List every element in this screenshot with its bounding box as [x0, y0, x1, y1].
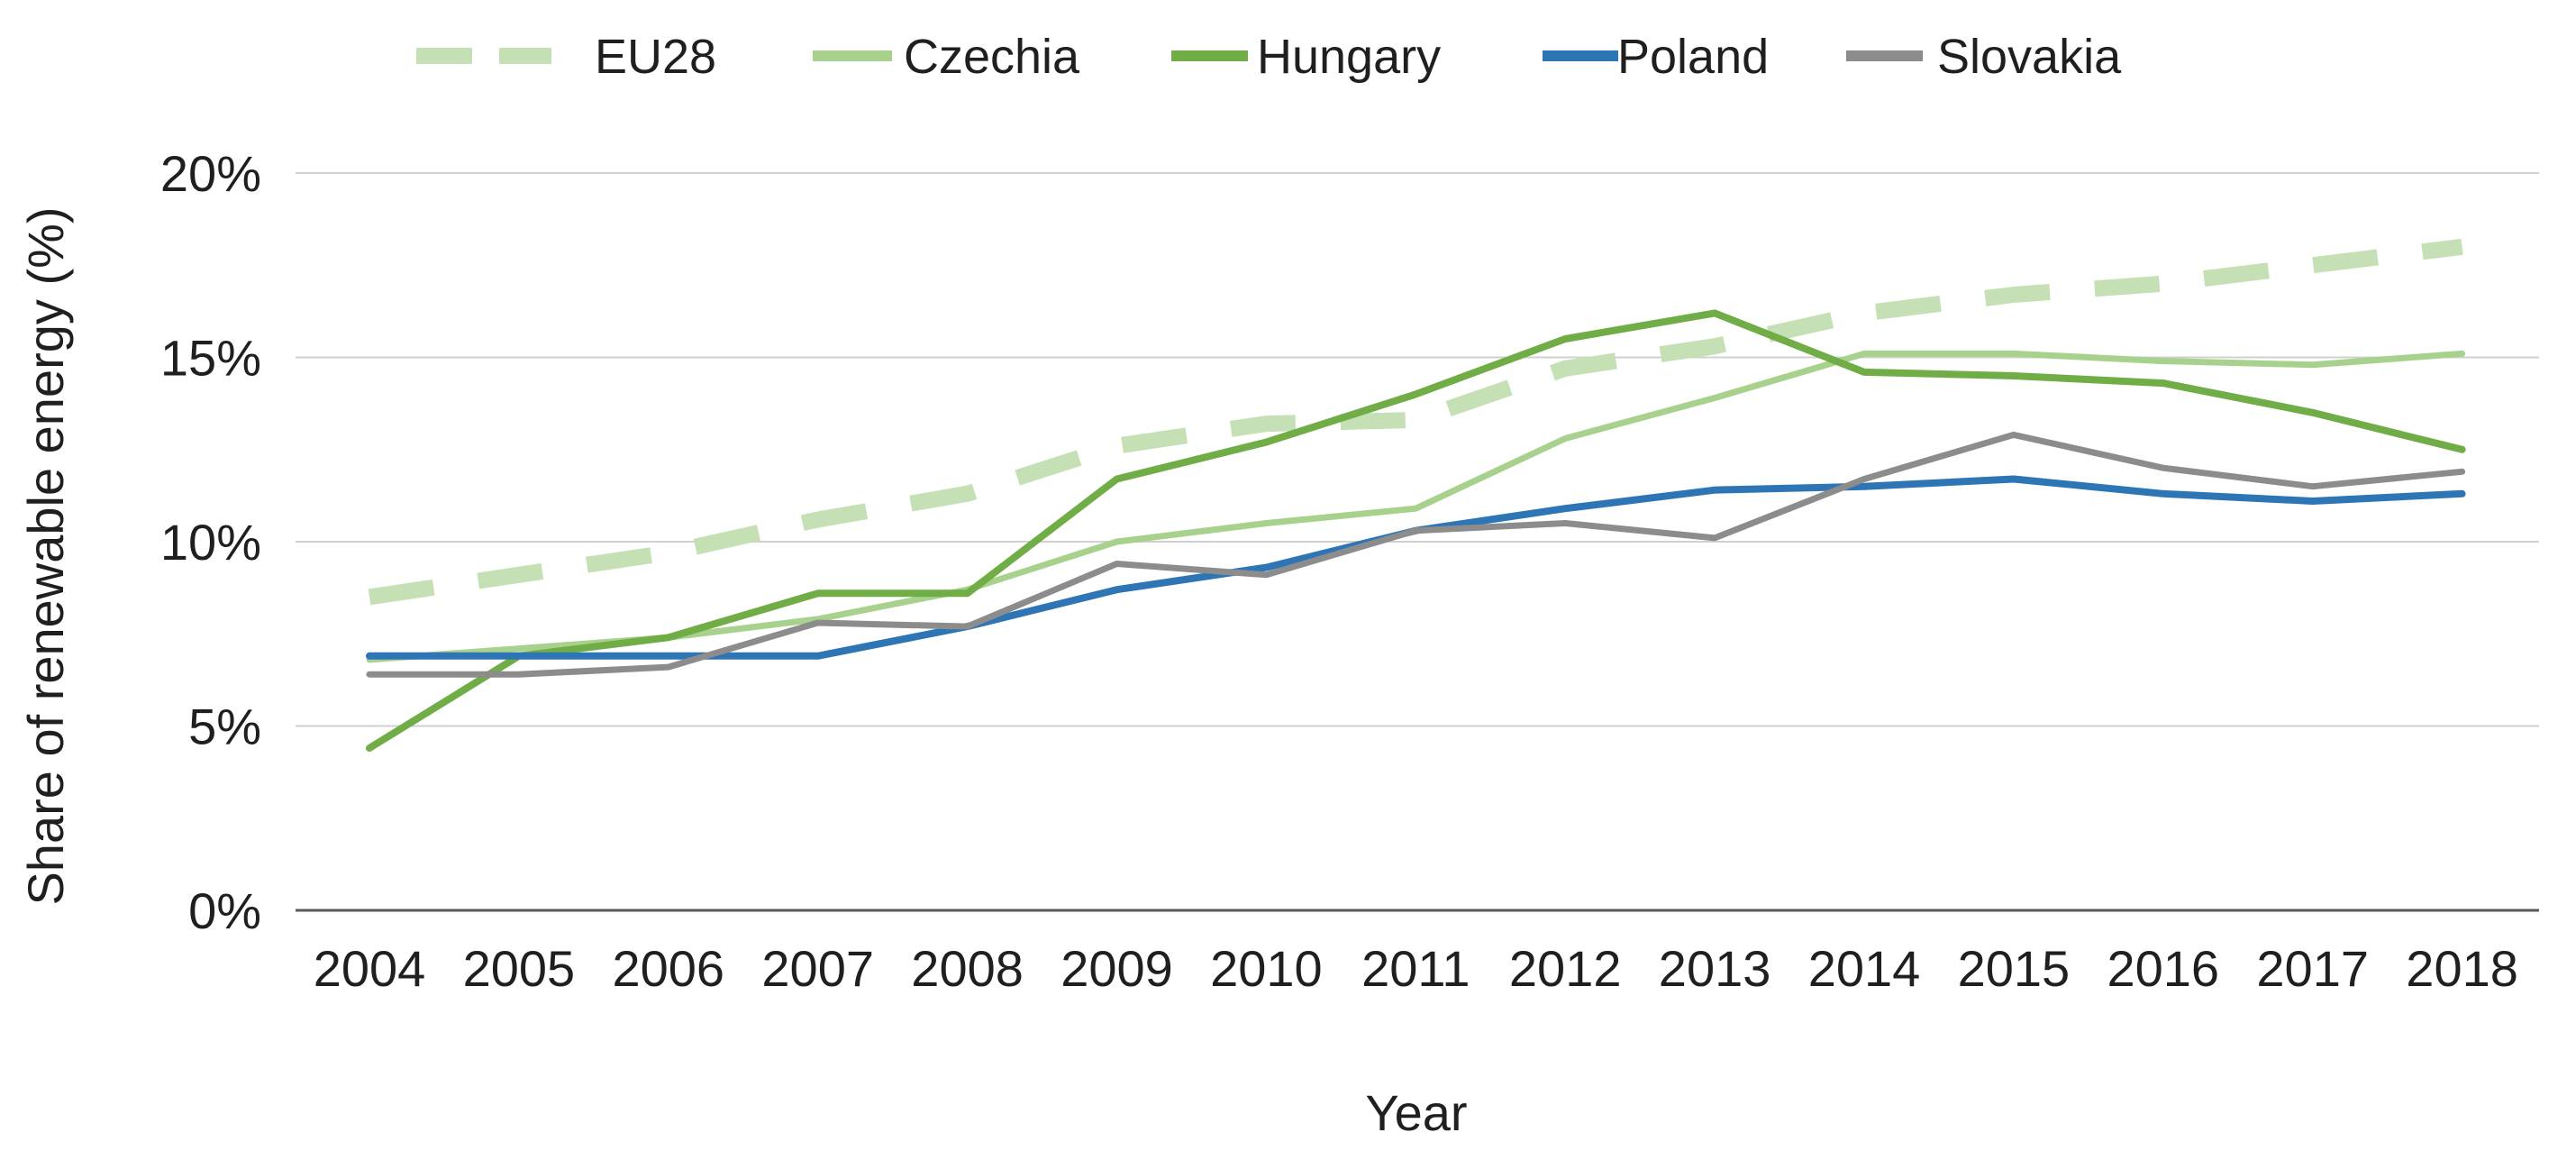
x-tick-label: 2016 — [2107, 940, 2220, 997]
x-tick-label: 2014 — [1808, 940, 1921, 997]
legend: EU28 Czechia Hungary Poland Slovakia — [416, 30, 2122, 84]
series-line-slovakia — [366, 431, 2466, 678]
y-axis-title: Share of renewable energy (%) — [17, 206, 74, 905]
x-tick-label: 2017 — [2256, 940, 2369, 997]
x-tick-label: 2013 — [1659, 940, 1771, 997]
gridlines — [296, 172, 2539, 727]
x-tick-label: 2007 — [761, 940, 874, 997]
legend-label-eu28: EU28 — [595, 30, 716, 84]
legend-item-poland: Poland — [1543, 30, 1769, 84]
series-line-czechia — [366, 350, 2466, 663]
axes: 0% 5% 10% 15% 20% 2004 2005 2006 2007 2008 2009 201… — [160, 145, 2539, 997]
x-tick-label: 2008 — [911, 940, 1024, 997]
x-tick-label: 2009 — [1060, 940, 1173, 997]
series-line-hungary — [366, 309, 2466, 752]
y-tick-label: 20% — [160, 145, 261, 202]
legend-label-hungary: Hungary — [1257, 30, 1441, 84]
y-tick-label: 10% — [160, 514, 261, 571]
x-axis-title: Year — [1365, 1084, 1467, 1141]
legend-item-slovakia: Slovakia — [1846, 30, 2122, 84]
legend-item-eu28: EU28 — [416, 30, 716, 84]
y-tick-label: 5% — [188, 699, 261, 755]
legend-label-slovakia: Slovakia — [1937, 30, 2122, 84]
x-tick-label: 2006 — [613, 940, 725, 997]
legend-label-czechia: Czechia — [904, 30, 1080, 84]
x-tick-label: 2005 — [463, 940, 576, 997]
x-tick-label: 2015 — [1958, 940, 2071, 997]
y-tick-label: 15% — [160, 330, 261, 387]
legend-item-czechia: Czechia — [813, 30, 1080, 84]
x-tick-label: 2004 — [314, 940, 426, 997]
x-tick-label: 2018 — [2406, 940, 2518, 997]
legend-label-poland: Poland — [1617, 30, 1769, 84]
series-lines — [366, 238, 2466, 752]
y-tick-label: 0% — [188, 882, 261, 939]
series-line-eu28 — [368, 238, 2463, 606]
legend-item-hungary: Hungary — [1171, 30, 1441, 84]
x-tick-label: 2011 — [1361, 940, 1470, 997]
x-tick-label: 2012 — [1509, 940, 1622, 997]
x-tick-label: 2010 — [1210, 940, 1323, 997]
